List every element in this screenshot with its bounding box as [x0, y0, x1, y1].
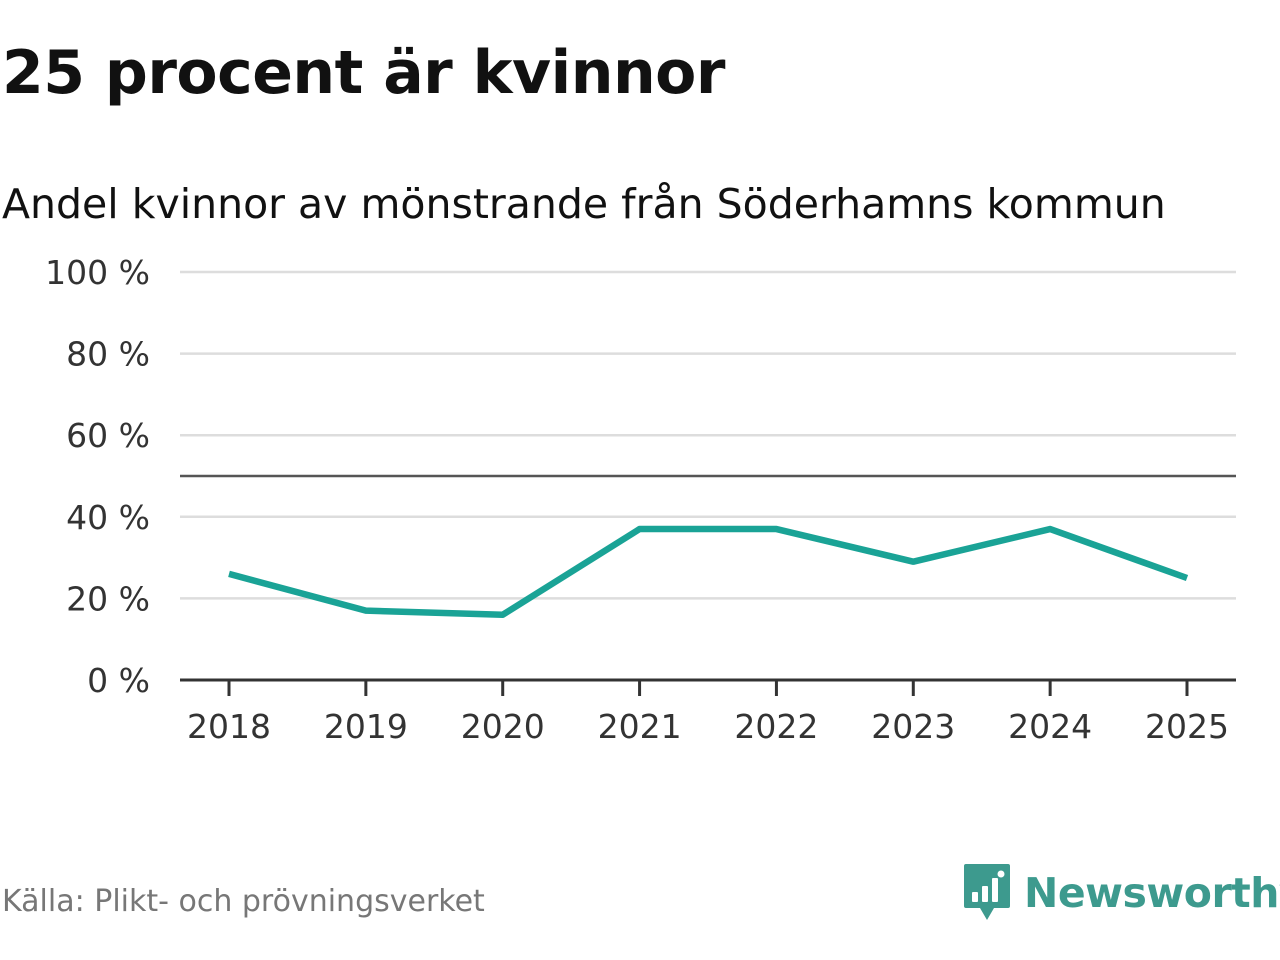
headline: 25 procent är kvinnor [2, 38, 725, 108]
brand-logo: Newsworthy [962, 862, 1280, 924]
y-tick-label: 100 % [45, 253, 150, 292]
x-tick-label: 2024 [1008, 707, 1092, 746]
x-tick-label: 2025 [1145, 707, 1229, 746]
y-tick-label: 80 % [66, 335, 150, 374]
x-tick-label: 2022 [734, 707, 818, 746]
chart-title: Andel kvinnor av mönstrande från Söderha… [2, 180, 1166, 228]
y-tick-label: 0 % [87, 661, 150, 700]
brand-name: Newsworthy [1024, 869, 1280, 917]
x-tick-label: 2020 [461, 707, 545, 746]
source-note: Källa: Plikt- och prövningsverket [2, 884, 485, 919]
x-axis [180, 678, 1236, 696]
x-axis-labels: 2018 2019 2020 2021 2022 2023 2024 2025 [187, 707, 1229, 746]
series-line-0 [228, 525, 1189, 618]
series-lines [228, 525, 1189, 618]
newsworthy-logo-icon [964, 864, 1010, 920]
x-tick-label: 2021 [598, 707, 682, 746]
x-tick-label: 2023 [871, 707, 955, 746]
y-tick-label: 40 % [66, 498, 150, 537]
y-tick-label: 20 % [66, 579, 150, 618]
x-tick-label: 2018 [187, 707, 271, 746]
y-axis-labels: 0 % 20 % 40 % 60 % 80 % 100 % [45, 253, 150, 700]
gridlines [180, 270, 1236, 600]
y-tick-label: 60 % [66, 416, 150, 455]
x-tick-label: 2019 [324, 707, 408, 746]
